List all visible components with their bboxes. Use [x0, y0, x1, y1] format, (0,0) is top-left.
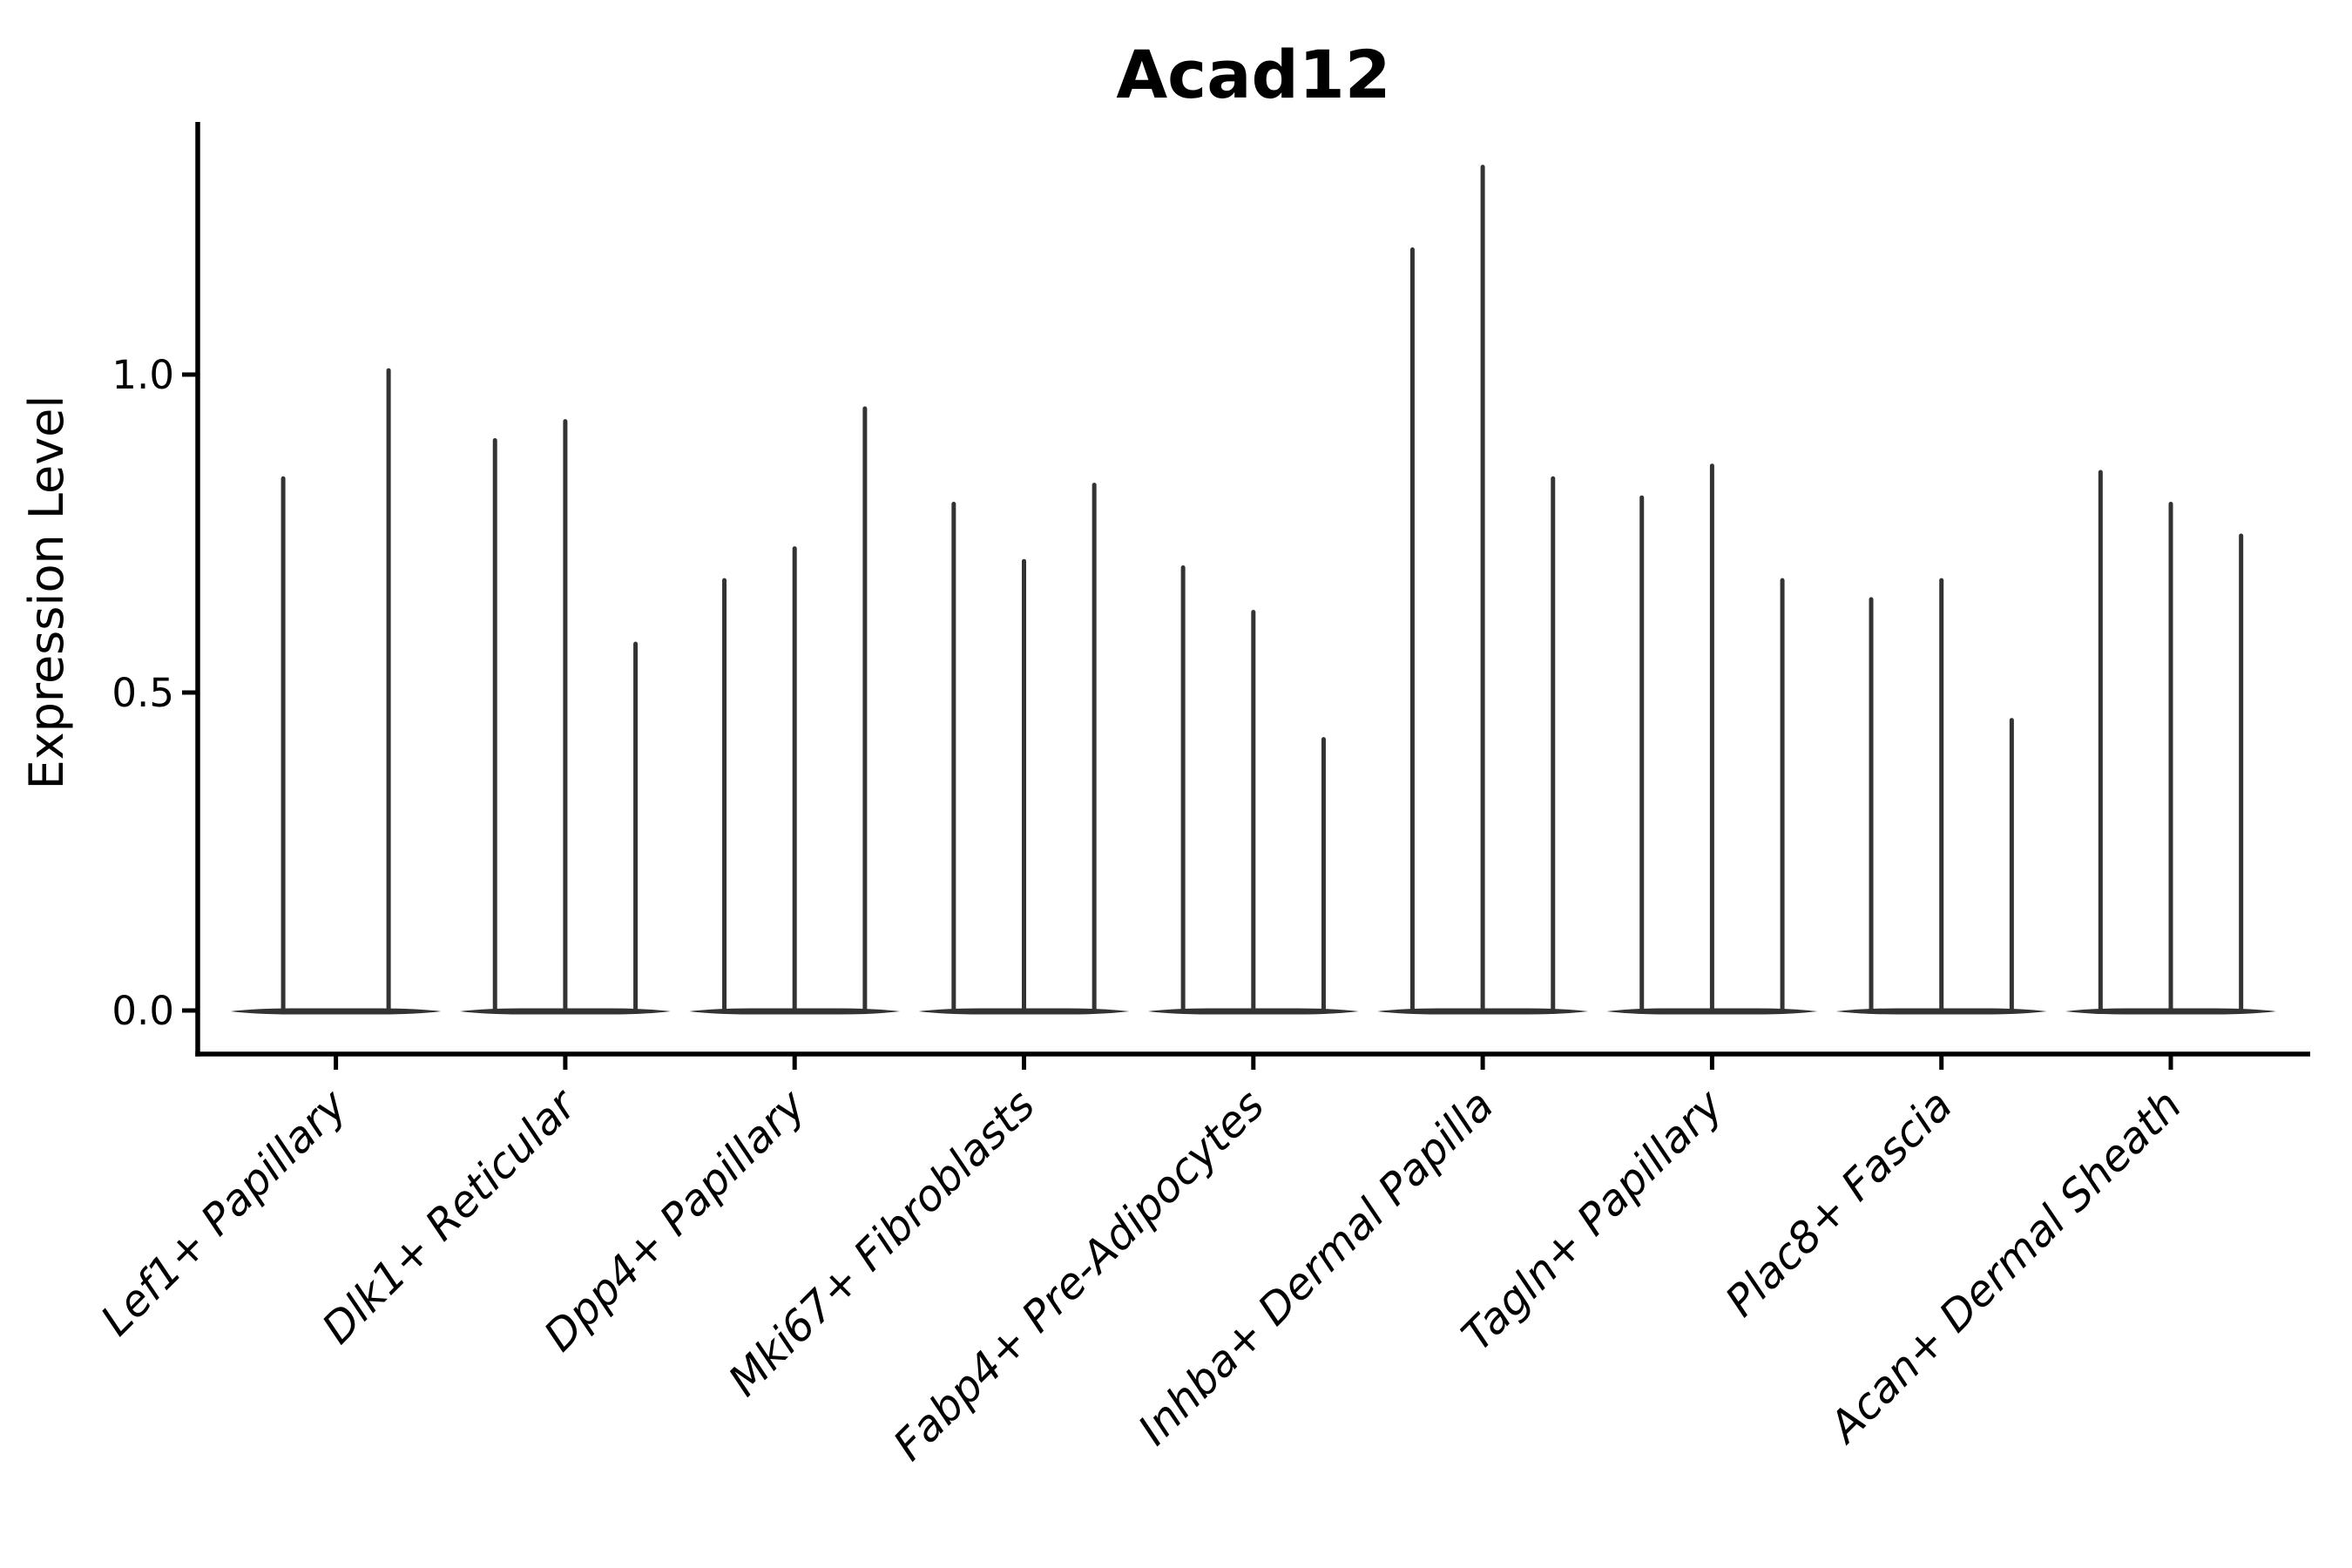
violin-body	[230, 1008, 442, 1015]
violin-spike	[563, 419, 568, 1014]
chart-title: Acad12	[1116, 36, 1390, 113]
violin-spike	[1251, 610, 1256, 1013]
violin-spike	[2239, 533, 2244, 1013]
violin-spike	[280, 476, 286, 1013]
violin-spike	[2168, 502, 2173, 1013]
violin-spike	[862, 406, 868, 1013]
violin-spike	[386, 368, 391, 1013]
violin-series	[230, 165, 2276, 1015]
y-tick-label: 1.0	[112, 352, 174, 398]
violin-spike	[1092, 483, 1097, 1013]
violin-spike	[1409, 247, 1415, 1013]
violin-spike	[1639, 495, 1645, 1013]
violin-spike	[722, 578, 727, 1013]
violin-spike	[1780, 578, 1785, 1013]
violin-spike	[633, 641, 639, 1013]
violin-spike	[492, 438, 497, 1013]
violin-spike	[1939, 578, 1944, 1013]
violin-spike	[1022, 558, 1026, 1013]
violin-spike	[792, 546, 797, 1013]
x-tick-label: Lef1+ Papillary	[91, 1079, 357, 1345]
violin-spike	[1480, 165, 1485, 1014]
violin-spike	[1869, 597, 1874, 1013]
violin-spike	[2098, 470, 2103, 1013]
x-tick-label: Plac8+ Fascia	[1716, 1080, 1962, 1326]
x-tick-label: Dlk1+ Reticular	[313, 1078, 587, 1353]
violin-spike	[951, 502, 956, 1013]
violin-spike	[1321, 737, 1326, 1013]
violin-spike	[1180, 565, 1186, 1013]
y-axis-label: Expression Level	[19, 395, 74, 790]
y-tick-label: 0.0	[112, 988, 174, 1034]
violin-spike	[1551, 476, 1556, 1013]
x-tick-label: Fabp4+ Pre-Adipocytes	[884, 1080, 1274, 1470]
violin-spike	[2009, 718, 2014, 1013]
violin-spike	[1709, 463, 1714, 1013]
y-tick-label: 0.5	[112, 670, 174, 716]
